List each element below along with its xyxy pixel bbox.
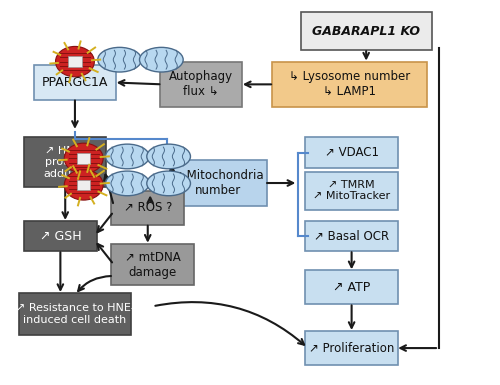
Ellipse shape [106,144,149,169]
Text: ↗ HNE-
protein
adducts: ↗ HNE- protein adducts [43,146,88,179]
Text: PPARGC1A: PPARGC1A [42,76,108,89]
Circle shape [56,47,94,77]
Text: GABARAPL1 KO: GABARAPL1 KO [312,25,420,38]
FancyBboxPatch shape [306,172,398,209]
Ellipse shape [140,47,183,72]
FancyBboxPatch shape [34,65,116,100]
FancyBboxPatch shape [170,160,266,206]
Ellipse shape [106,171,149,196]
FancyBboxPatch shape [306,270,398,305]
Text: ↗ Mitochondria
number: ↗ Mitochondria number [173,169,264,197]
FancyBboxPatch shape [306,221,398,251]
Text: ↗ GSH: ↗ GSH [40,229,81,243]
Text: ↳ Lysosome number
↳ LAMP1: ↳ Lysosome number ↳ LAMP1 [288,70,410,98]
Ellipse shape [98,47,142,72]
Circle shape [64,143,103,174]
Text: ↗ Resistance to HNE-
induced cell death: ↗ Resistance to HNE- induced cell death [16,303,134,325]
FancyBboxPatch shape [112,244,194,285]
FancyBboxPatch shape [306,331,398,365]
Ellipse shape [147,144,190,169]
FancyBboxPatch shape [19,293,131,335]
FancyBboxPatch shape [24,221,97,251]
Text: ↗ VDAC1: ↗ VDAC1 [324,146,378,159]
FancyBboxPatch shape [272,62,427,107]
Circle shape [64,170,103,200]
Text: ↗ Basal OCR: ↗ Basal OCR [314,229,389,243]
FancyBboxPatch shape [77,180,90,190]
Text: ↗ ATP: ↗ ATP [333,281,370,294]
FancyBboxPatch shape [77,153,90,164]
FancyBboxPatch shape [160,62,242,107]
Text: ↗ Proliferation: ↗ Proliferation [309,341,394,355]
FancyBboxPatch shape [24,137,106,187]
FancyBboxPatch shape [112,191,184,225]
Text: ↗ ROS ?: ↗ ROS ? [124,201,172,214]
FancyBboxPatch shape [306,137,398,168]
FancyBboxPatch shape [300,12,432,50]
Text: Autophagy
flux ↳: Autophagy flux ↳ [169,70,233,98]
Text: ↗ TMRM
↗ MitoTracker: ↗ TMRM ↗ MitoTracker [313,180,390,201]
Text: ↗ mtDNA
damage: ↗ mtDNA damage [124,251,180,279]
Ellipse shape [147,171,190,196]
FancyBboxPatch shape [68,56,82,67]
